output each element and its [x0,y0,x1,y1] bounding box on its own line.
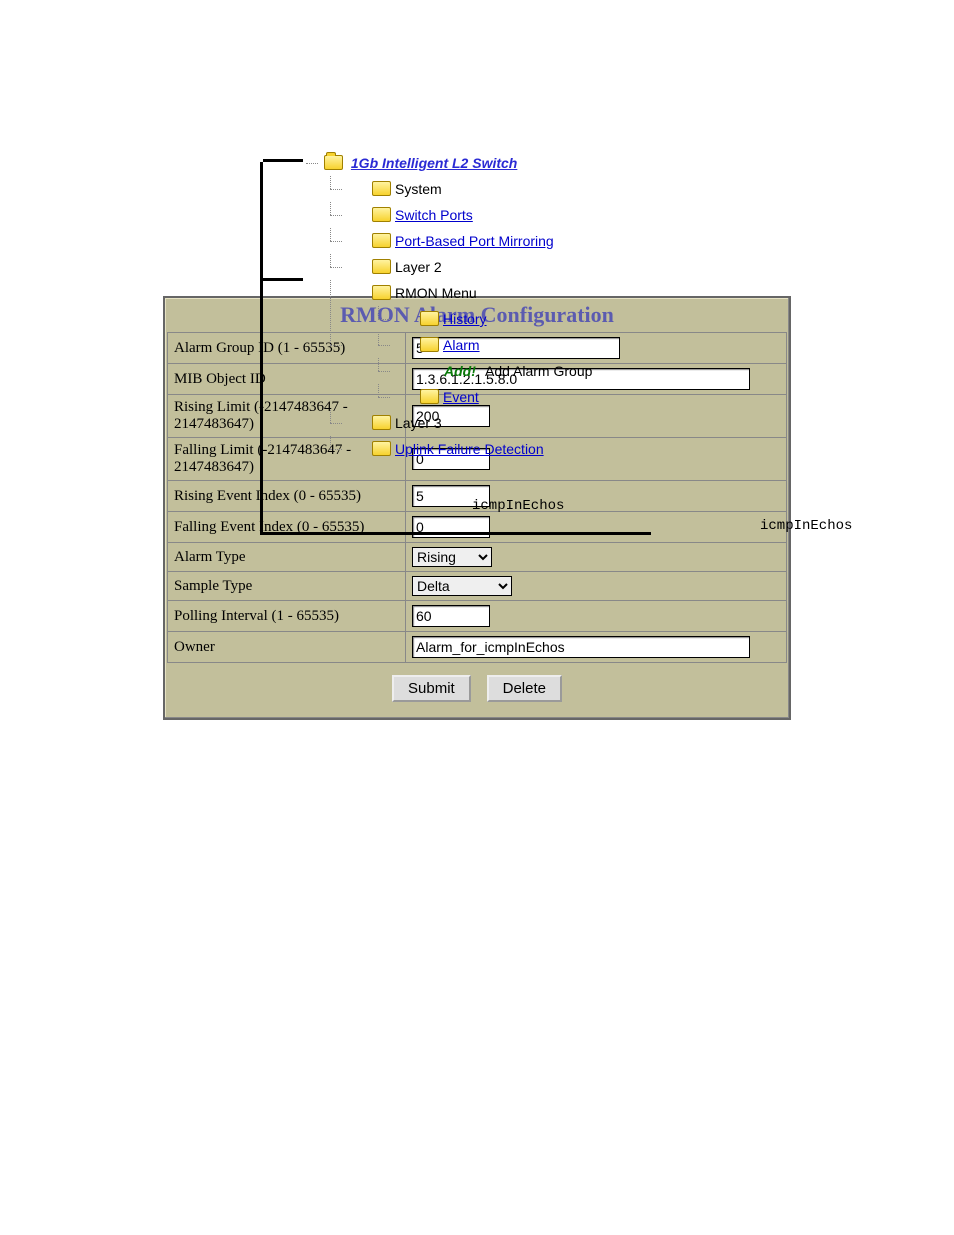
folder-open-icon [324,155,343,170]
submit-button[interactable]: Submit [392,675,471,702]
field-label: Polling Interval (1 - 65535) [168,601,406,632]
delete-button[interactable]: Delete [487,675,562,702]
tree-item: Add! Add Alarm Group [396,358,700,384]
folder-icon [372,441,391,456]
tree-item-label: Layer 2 [395,259,442,275]
field-label: Alarm Type [168,543,406,572]
tree-item: Layer 2 [348,254,700,280]
tree-item[interactable]: History [396,306,700,332]
tree-root-label[interactable]: 1Gb Intelligent L2 Switch [351,155,517,171]
tree-item[interactable]: Event [396,384,700,410]
folder-icon [372,233,391,248]
folder-icon [372,259,391,274]
table-row: Alarm Type Rising [168,543,787,572]
table-row: Sample Type Delta [168,572,787,601]
float-label: icmpInEchos [760,518,852,534]
guide-line [260,162,303,281]
field-cell [406,601,787,632]
tree-item[interactable]: Alarm [396,332,700,358]
float-label: icmpInEchos [472,498,564,514]
tree-item-label[interactable]: Alarm [443,337,480,353]
folder-icon [420,311,439,326]
field-select[interactable]: Rising [412,547,492,567]
field-select[interactable]: Delta [412,576,512,596]
folder-icon [420,389,439,404]
tree-item-label[interactable]: Uplink Failure Detection [395,441,544,457]
tree-item-label[interactable]: Switch Ports [395,207,473,223]
add-marker: Add! [444,363,476,379]
tree-item-label: Add Alarm Group [482,363,593,379]
folder-icon [372,207,391,222]
folder-icon [420,337,439,352]
tree-item-label[interactable]: Port-Based Port Mirroring [395,233,554,249]
tree-item-label[interactable]: Event [443,389,479,405]
folder-icon [372,415,391,430]
tree-item-label[interactable]: History [443,311,487,327]
field-input[interactable] [412,605,490,627]
tree-item: RMON Menu History Alarm Add! Add Alarm Grou… [348,280,700,410]
folder-icon [372,285,391,300]
tree-root[interactable]: 1Gb Intelligent L2 Switch SystemSwitch P… [300,150,700,176]
tree-item-label: System [395,181,442,197]
field-label: Owner [168,632,406,663]
field-cell: Rising [406,543,787,572]
field-cell: Delta [406,572,787,601]
tree-item-label: Layer 3 [395,415,442,431]
tree-item: Layer 3 [348,410,700,436]
tree-item-label: RMON Menu [395,285,477,301]
nav-tree: 1Gb Intelligent L2 Switch SystemSwitch P… [300,150,700,176]
tree-item[interactable]: Port-Based Port Mirroring [348,228,700,254]
table-row: Polling Interval (1 - 65535) [168,601,787,632]
tree-item: System [348,176,700,202]
folder-icon [372,181,391,196]
tree-item[interactable]: Uplink Failure Detection [348,436,700,462]
field-label: Sample Type [168,572,406,601]
table-row: Owner [168,632,787,663]
field-input[interactable] [412,636,750,658]
field-cell [406,632,787,663]
tree-item[interactable]: Switch Ports [348,202,700,228]
